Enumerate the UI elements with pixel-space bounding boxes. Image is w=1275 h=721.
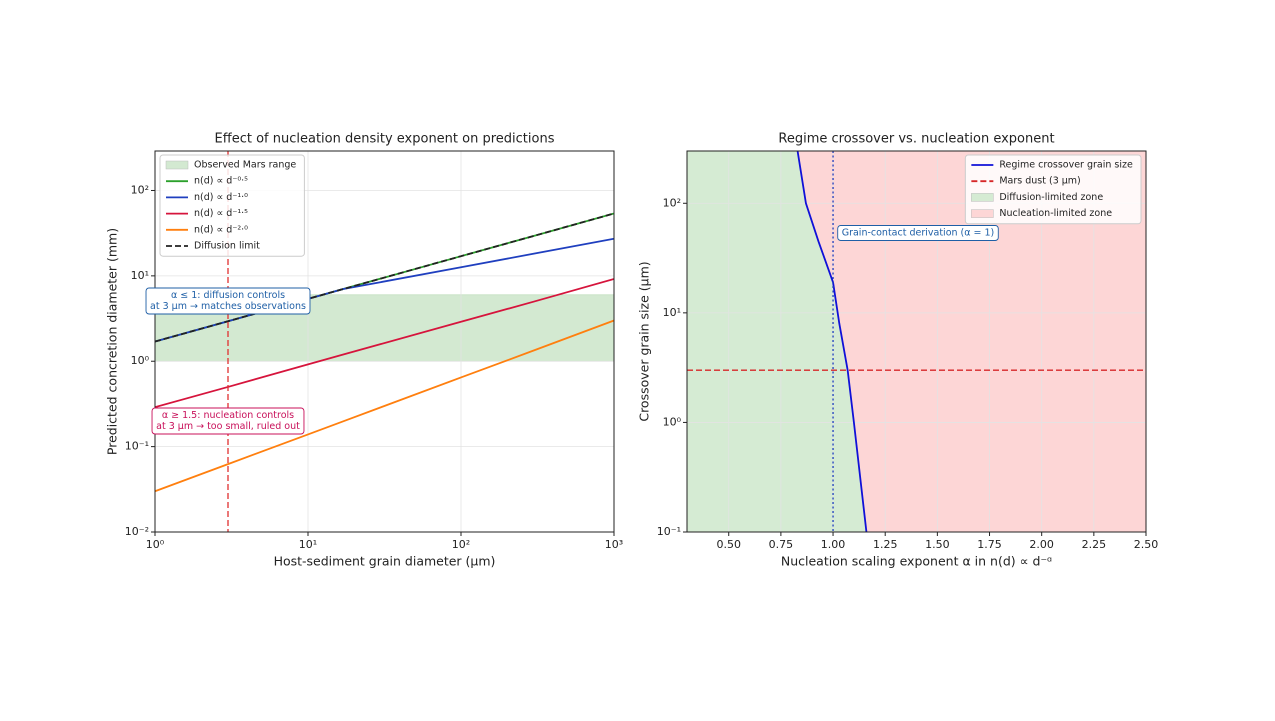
y-axis-label: Predicted concretion diameter (mm) bbox=[105, 228, 120, 455]
x-tick-label: 1.50 bbox=[925, 538, 950, 551]
data-line bbox=[155, 237, 614, 343]
annotation-box bbox=[151, 407, 305, 435]
x-axis-label: Host-sediment grain diameter (μm) bbox=[274, 554, 496, 569]
annotation-text: α ≥ 1.5: nucleation controls bbox=[162, 410, 294, 421]
annotation: Grain-contact derivation (α = 1) bbox=[837, 225, 999, 241]
x-tick-label: 1.75 bbox=[977, 538, 1002, 551]
plot-frame bbox=[154, 150, 615, 533]
legend-box bbox=[159, 154, 305, 257]
legend: Regime crossover grain size Mars dust (3 … bbox=[964, 154, 1142, 225]
legend-label: n(d) ∝ d⁻⁰·⁵ bbox=[194, 176, 248, 187]
annotation-box bbox=[145, 287, 311, 315]
data-line bbox=[796, 151, 868, 532]
x-tick-label: 0.50 bbox=[716, 538, 741, 551]
data-line bbox=[155, 278, 614, 409]
legend-swatch bbox=[971, 209, 994, 218]
annotation-text: at 3 μm → too small, ruled out bbox=[156, 421, 300, 432]
legend-label: Diffusion limit bbox=[194, 241, 260, 252]
annotation-text: α ≤ 1: diffusion controls bbox=[171, 290, 285, 301]
y-tick-label: 10² bbox=[131, 183, 149, 196]
legend-swatch bbox=[971, 193, 994, 202]
y-tick-label: 10¹ bbox=[131, 269, 149, 282]
x-tick-label: 10⁰ bbox=[146, 538, 165, 551]
x-tick-label: 10³ bbox=[605, 538, 623, 551]
x-axis-label: Nucleation scaling exponent α in n(d) ∝ … bbox=[781, 554, 1052, 569]
chart-title: Effect of nucleation density exponent on… bbox=[215, 132, 555, 147]
x-tick-label: 1.00 bbox=[821, 538, 846, 551]
legend-swatch bbox=[165, 160, 189, 170]
x-tick-label: 10¹ bbox=[299, 538, 317, 551]
legend-label: Nucleation-limited zone bbox=[999, 208, 1112, 219]
x-tick-label: 2.25 bbox=[1082, 538, 1107, 551]
data-line bbox=[155, 319, 614, 493]
y-axis-label: Crossover grain size (μm) bbox=[637, 261, 652, 421]
legend-label: Diffusion-limited zone bbox=[999, 192, 1103, 203]
y-tick-label: 10¹ bbox=[663, 306, 681, 319]
y-tick-label: 10⁰ bbox=[663, 415, 682, 428]
x-tick-label: 10² bbox=[452, 538, 470, 551]
x-tick-label: 1.25 bbox=[873, 538, 898, 551]
legend-label: Mars dust (3 μm) bbox=[999, 176, 1080, 187]
annotation-text: Grain-contact derivation (α = 1) bbox=[842, 228, 995, 239]
y-tick-label: 10² bbox=[663, 196, 681, 209]
y-tick-label: 10⁻¹ bbox=[657, 525, 681, 538]
annotation-text: at 3 μm → matches observations bbox=[150, 301, 306, 312]
legend: Observed Mars range n(d) ∝ d⁻⁰·⁵ n(d) ∝ d⁻… bbox=[159, 154, 305, 257]
legend-label: n(d) ∝ d⁻¹·⁵ bbox=[194, 208, 248, 219]
y-tick-label: 10⁻¹ bbox=[125, 440, 149, 453]
plot-frame bbox=[686, 150, 1147, 533]
x-tick-label: 2.00 bbox=[1029, 538, 1054, 551]
y-tick-label: 10⁰ bbox=[131, 354, 150, 367]
legend-label: Regime crossover grain size bbox=[999, 160, 1133, 171]
annotation-box bbox=[837, 225, 999, 241]
x-tick-label: 0.75 bbox=[769, 538, 794, 551]
legend-label: n(d) ∝ d⁻¹·⁰ bbox=[194, 192, 248, 203]
y-tick-label: 10⁻² bbox=[125, 525, 149, 538]
zone bbox=[687, 151, 867, 532]
data-line bbox=[155, 212, 614, 343]
legend-box bbox=[964, 154, 1142, 225]
legend-label: n(d) ∝ d⁻²·⁰ bbox=[194, 224, 248, 235]
legend-label: Observed Mars range bbox=[194, 160, 296, 171]
x-tick-label: 2.50 bbox=[1134, 538, 1159, 551]
chart-title: Regime crossover vs. nucleation exponent bbox=[778, 132, 1054, 147]
zone bbox=[797, 151, 1146, 532]
